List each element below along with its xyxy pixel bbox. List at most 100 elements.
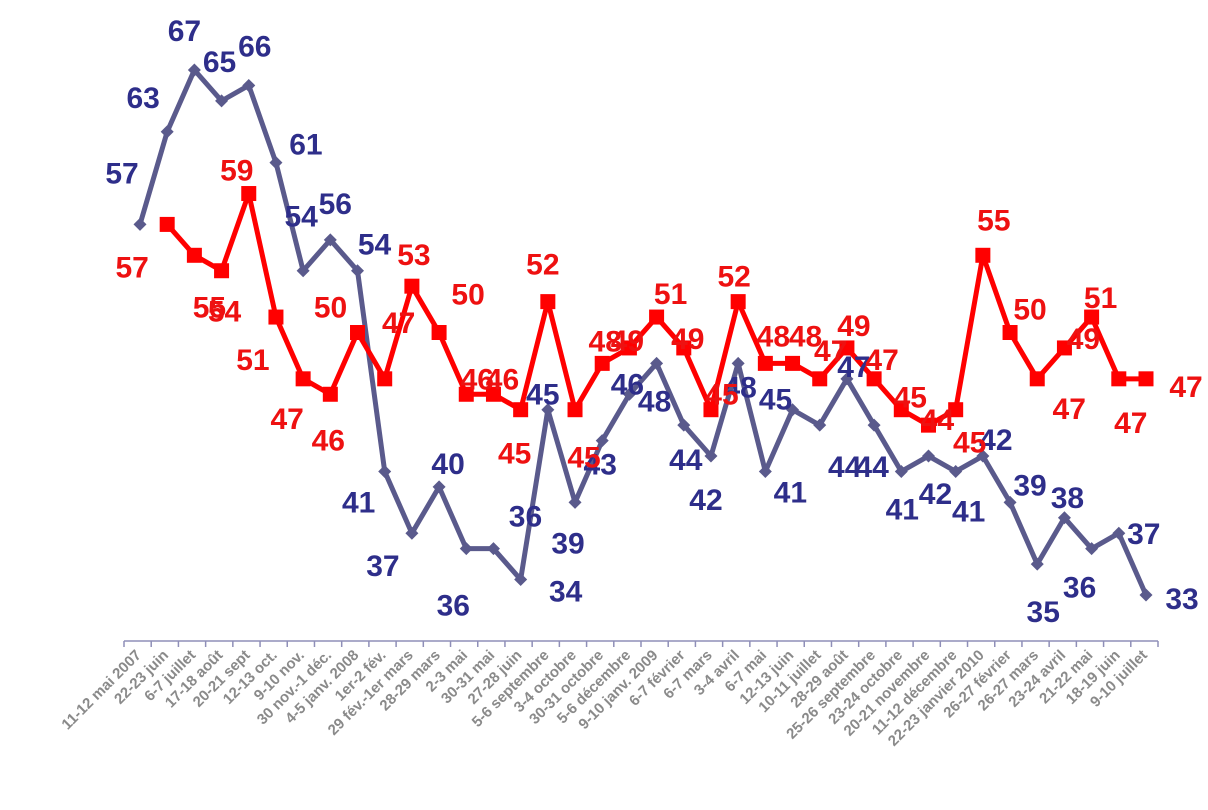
data-label: 39	[551, 527, 584, 560]
data-point	[378, 464, 392, 478]
data-label: 49	[611, 325, 644, 358]
data-label: 67	[168, 15, 201, 48]
data-label: 42	[919, 478, 952, 511]
data-point	[295, 371, 311, 387]
data-point	[758, 464, 772, 478]
data-label: 54	[208, 296, 242, 329]
data-label: 48	[789, 320, 822, 353]
data-label: 49	[671, 323, 704, 356]
data-point	[377, 371, 393, 387]
data-point	[703, 402, 719, 418]
data-point	[159, 216, 175, 232]
data-label: 48	[723, 371, 756, 404]
data-point	[214, 263, 230, 279]
data-point	[676, 340, 692, 356]
data-label: 50	[314, 292, 347, 325]
data-label: 47	[270, 403, 303, 436]
data-point	[133, 217, 147, 231]
data-point	[432, 480, 446, 494]
data-label: 48	[638, 385, 671, 418]
data-point	[786, 403, 800, 417]
data-point	[1085, 542, 1099, 556]
data-point	[1003, 495, 1017, 509]
data-label: 59	[220, 155, 253, 188]
data-label: 44	[828, 451, 862, 484]
data-label: 61	[289, 129, 322, 162]
data-point	[1112, 526, 1126, 540]
data-label: 36	[509, 501, 542, 534]
data-point	[730, 294, 746, 310]
data-label: 46	[312, 424, 345, 457]
data-point	[296, 264, 310, 278]
data-point	[241, 186, 257, 202]
data-label: 45	[498, 438, 531, 471]
data-point	[1139, 588, 1153, 602]
data-point	[405, 526, 419, 540]
data-label: 33	[1165, 583, 1198, 616]
data-label: 46	[461, 363, 494, 396]
data-point	[731, 356, 745, 370]
data-label: 48	[757, 320, 790, 353]
data-label: 44	[669, 444, 703, 477]
data-label: 46	[611, 368, 644, 401]
data-point	[677, 418, 691, 432]
data-point	[920, 417, 936, 433]
data-label: 57	[105, 157, 138, 190]
data-point	[351, 264, 365, 278]
data-point	[567, 402, 583, 418]
data-point	[431, 325, 447, 340]
data-label: 42	[979, 424, 1012, 457]
data-point	[594, 355, 610, 371]
data-point	[757, 355, 773, 371]
data-label: 46	[486, 363, 519, 396]
data-point	[621, 340, 637, 356]
data-point	[269, 156, 283, 170]
data-label: 37	[1127, 518, 1160, 551]
data-label: 52	[526, 249, 559, 282]
data-point	[187, 63, 201, 77]
data-label: 54	[284, 201, 318, 234]
data-label: 41	[774, 476, 807, 509]
data-point	[894, 464, 908, 478]
series-markers	[133, 63, 1154, 602]
data-label: 49	[837, 310, 870, 343]
data-point	[160, 125, 174, 139]
data-label: 54	[358, 229, 392, 262]
data-point	[649, 309, 665, 325]
data-label: 36	[1063, 572, 1096, 605]
data-label: 55	[193, 291, 226, 324]
data-label: 36	[437, 590, 470, 623]
data-point	[268, 309, 284, 325]
data-point	[1111, 371, 1127, 387]
data-point	[404, 278, 420, 294]
data-label: 53	[397, 239, 430, 272]
data-label: 47	[382, 307, 415, 340]
data-point	[486, 542, 500, 556]
data-point	[595, 434, 609, 448]
data-label: 55	[977, 204, 1010, 237]
data-point	[323, 233, 337, 247]
data-label: 35	[1027, 596, 1060, 629]
x-axis	[123, 640, 1159, 647]
data-point	[459, 542, 473, 556]
data-label: 49	[1067, 323, 1100, 356]
data-label: 45	[953, 427, 986, 460]
data-label: 43	[584, 449, 617, 482]
data-point	[866, 371, 882, 387]
data-point	[1030, 557, 1044, 571]
data-point	[813, 418, 827, 432]
data-point	[948, 402, 964, 418]
data-label: 51	[1084, 282, 1117, 315]
data-point	[785, 355, 801, 371]
data-point	[921, 449, 935, 463]
data-point	[1138, 371, 1154, 387]
data-label: 48	[589, 325, 622, 358]
data-label: 41	[886, 493, 919, 526]
data-label: 44	[855, 451, 889, 484]
data-point	[514, 573, 528, 587]
data-label: 50	[451, 279, 484, 312]
data-label: 66	[238, 30, 271, 63]
data-label: 47	[837, 351, 870, 384]
